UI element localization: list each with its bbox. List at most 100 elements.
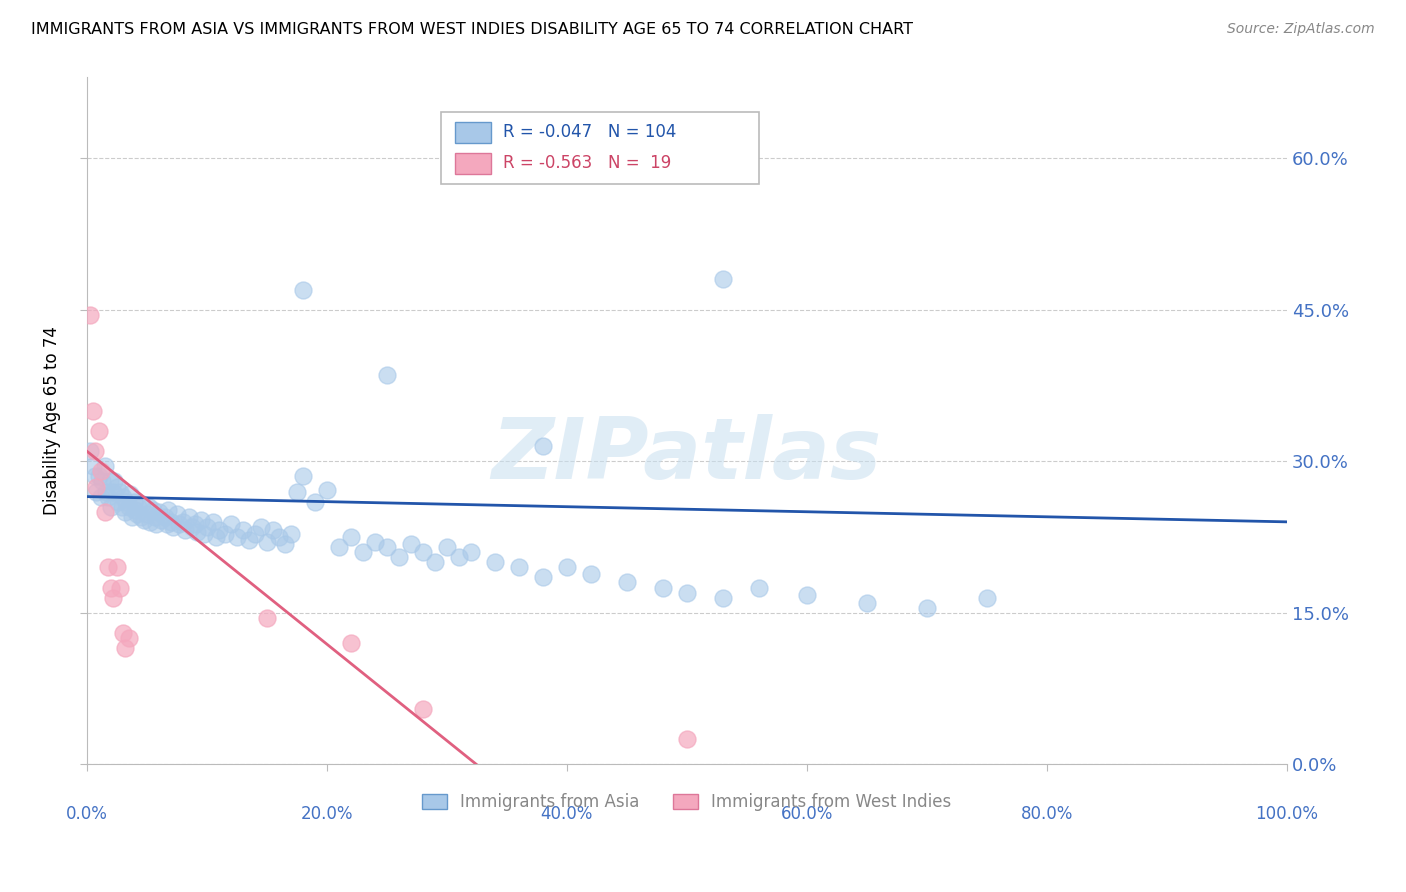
- Point: [118, 500, 141, 514]
- Point: [177, 509, 200, 524]
- Text: Source: ZipAtlas.com: Source: ZipAtlas.com: [1227, 22, 1375, 37]
- Text: 40.0%: 40.0%: [541, 805, 593, 823]
- Point: [166, 507, 188, 521]
- Point: [280, 527, 302, 541]
- Point: [976, 591, 998, 605]
- Point: [87, 424, 110, 438]
- Point: [531, 570, 554, 584]
- Point: [675, 585, 697, 599]
- Point: [243, 527, 266, 541]
- Point: [110, 484, 132, 499]
- Point: [143, 509, 166, 524]
- Point: [285, 484, 308, 499]
- Point: [79, 444, 101, 458]
- Point: [86, 484, 108, 499]
- Text: 0.0%: 0.0%: [66, 805, 108, 823]
- Point: [87, 469, 110, 483]
- Point: [796, 588, 818, 602]
- Point: [105, 560, 128, 574]
- Point: [127, 500, 149, 514]
- Point: [412, 545, 434, 559]
- Point: [148, 505, 170, 519]
- Y-axis label: Disability Age 65 to 74: Disability Age 65 to 74: [44, 326, 60, 516]
- Point: [256, 535, 278, 549]
- Point: [375, 540, 398, 554]
- Point: [111, 490, 134, 504]
- Point: [157, 502, 180, 516]
- Point: [98, 475, 121, 489]
- Point: [436, 540, 458, 554]
- Text: 20.0%: 20.0%: [301, 805, 353, 823]
- Point: [250, 520, 273, 534]
- Legend: Immigrants from Asia, Immigrants from West Indies: Immigrants from Asia, Immigrants from We…: [415, 787, 959, 818]
- Point: [134, 513, 156, 527]
- Point: [156, 516, 179, 531]
- Point: [711, 591, 734, 605]
- Point: [205, 530, 228, 544]
- Point: [201, 515, 224, 529]
- Point: [352, 545, 374, 559]
- Point: [79, 308, 101, 322]
- Point: [267, 530, 290, 544]
- Point: [399, 537, 422, 551]
- Point: [150, 513, 173, 527]
- Point: [274, 537, 297, 551]
- Point: [84, 444, 107, 458]
- Point: [100, 500, 122, 514]
- Text: 100.0%: 100.0%: [1256, 805, 1319, 823]
- Point: [195, 520, 218, 534]
- Point: [86, 479, 108, 493]
- Point: [94, 459, 117, 474]
- Text: ZIPatlas: ZIPatlas: [492, 414, 882, 497]
- Point: [616, 575, 638, 590]
- Point: [103, 484, 125, 499]
- Point: [97, 560, 120, 574]
- Point: [131, 497, 153, 511]
- Text: R = -0.563   N =  19: R = -0.563 N = 19: [503, 154, 672, 172]
- FancyBboxPatch shape: [456, 153, 491, 174]
- Point: [484, 555, 506, 569]
- Point: [238, 533, 260, 547]
- Point: [118, 486, 141, 500]
- Point: [127, 507, 149, 521]
- Point: [375, 368, 398, 383]
- Point: [315, 483, 337, 497]
- Point: [110, 500, 132, 514]
- Point: [115, 494, 138, 508]
- Point: [122, 494, 145, 508]
- Point: [214, 527, 236, 541]
- Point: [388, 550, 411, 565]
- Point: [172, 515, 194, 529]
- Point: [423, 555, 446, 569]
- Point: [447, 550, 470, 565]
- Point: [167, 516, 190, 531]
- Point: [94, 505, 117, 519]
- Point: [82, 459, 104, 474]
- Point: [208, 523, 231, 537]
- Point: [531, 439, 554, 453]
- Point: [340, 530, 363, 544]
- Text: 60.0%: 60.0%: [780, 805, 832, 823]
- Point: [153, 509, 176, 524]
- Point: [181, 520, 204, 534]
- Point: [121, 509, 143, 524]
- Point: [555, 560, 578, 574]
- Point: [508, 560, 530, 574]
- Point: [219, 516, 242, 531]
- Point: [186, 524, 208, 539]
- Point: [103, 591, 125, 605]
- Point: [225, 530, 247, 544]
- Point: [94, 484, 117, 499]
- Point: [118, 631, 141, 645]
- Point: [304, 494, 326, 508]
- Point: [129, 509, 152, 524]
- Point: [105, 479, 128, 493]
- Point: [159, 515, 181, 529]
- Point: [711, 272, 734, 286]
- Point: [651, 581, 673, 595]
- Text: R = -0.047   N = 104: R = -0.047 N = 104: [503, 123, 676, 142]
- Point: [135, 507, 157, 521]
- Point: [162, 520, 184, 534]
- Text: 80.0%: 80.0%: [1021, 805, 1073, 823]
- Point: [114, 505, 136, 519]
